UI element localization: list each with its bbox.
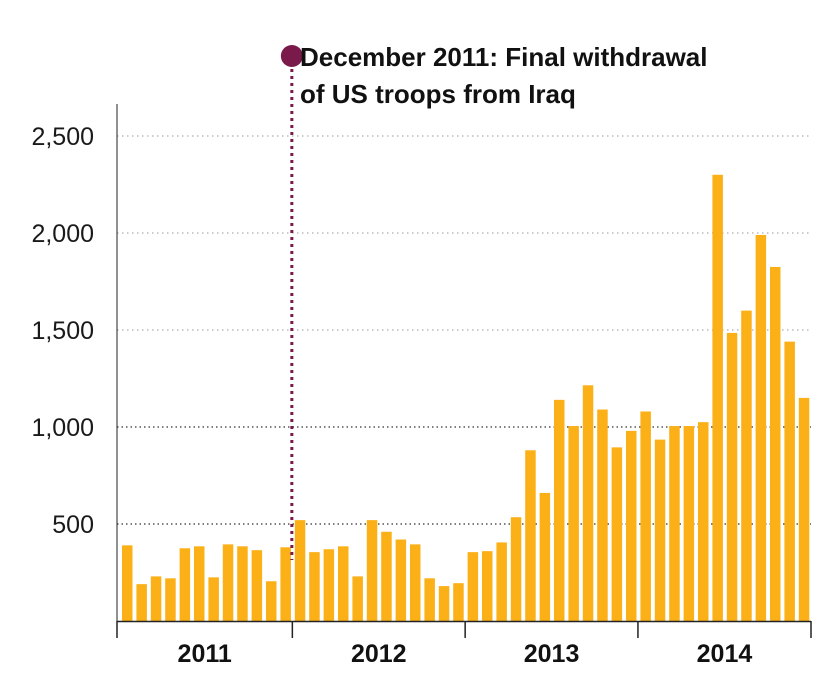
bar (237, 546, 248, 621)
bar (568, 426, 579, 621)
bar (510, 517, 522, 621)
annotation-marker-dot (280, 45, 303, 67)
bar (194, 546, 205, 621)
bar (366, 520, 378, 621)
bar (165, 578, 176, 621)
year-label: 2011 (178, 640, 232, 668)
bar (698, 422, 709, 621)
bar (654, 439, 666, 621)
x-axis-year-labels: 2011 2012 2013 2014 (178, 640, 753, 668)
bar (309, 552, 320, 621)
bar (554, 399, 565, 621)
annotation-text-line-2: of US troops from Iraq (300, 79, 576, 109)
bar (770, 266, 781, 621)
bar (669, 426, 680, 621)
bar (611, 447, 623, 621)
bar (582, 385, 594, 621)
bar (294, 520, 306, 621)
gridlines (117, 135, 811, 525)
bar (179, 548, 191, 621)
bar (410, 544, 421, 621)
year-label: 2014 (697, 640, 753, 668)
bar (222, 544, 234, 621)
bar (323, 549, 335, 621)
bar (338, 546, 349, 621)
withdrawal-annotation: December 2011: Final withdrawal of US tr… (280, 42, 708, 560)
y-tick-label: 500 (52, 511, 94, 539)
bar (251, 550, 263, 621)
y-tick-label: 1,000 (31, 414, 94, 442)
bar (122, 545, 133, 621)
bar (683, 426, 695, 621)
bar (352, 576, 363, 621)
annotation-text-line-1: December 2011: Final withdrawal (300, 42, 708, 72)
y-tick-label: 1,500 (31, 317, 94, 345)
bar (496, 542, 507, 621)
bar (280, 547, 291, 621)
bar (741, 310, 752, 621)
bar (597, 409, 608, 621)
bar (381, 531, 392, 621)
y-axis-tick-labels: 500 1,000 1,500 2,000 2,500 (31, 123, 94, 539)
bar (424, 578, 435, 621)
y-tick-label: 2,500 (31, 123, 94, 151)
bar (467, 552, 479, 621)
bar (208, 577, 219, 621)
bar (539, 492, 551, 621)
bar (784, 341, 795, 621)
bar (525, 450, 536, 621)
bar (640, 411, 651, 621)
bar (798, 397, 810, 621)
bar (150, 576, 162, 621)
y-tick-label: 2,000 (31, 220, 94, 248)
bar (438, 586, 450, 621)
bar (453, 583, 464, 621)
x-axis-year-ticks (116, 621, 812, 638)
bar (136, 584, 147, 621)
bar (266, 581, 277, 621)
bar (626, 430, 637, 621)
bar (726, 332, 738, 621)
bar (755, 234, 767, 621)
year-label: 2012 (351, 640, 407, 668)
bar (482, 551, 493, 621)
bar (712, 174, 723, 622)
year-label: 2013 (524, 640, 580, 668)
bar (395, 539, 407, 621)
bars (122, 174, 810, 622)
